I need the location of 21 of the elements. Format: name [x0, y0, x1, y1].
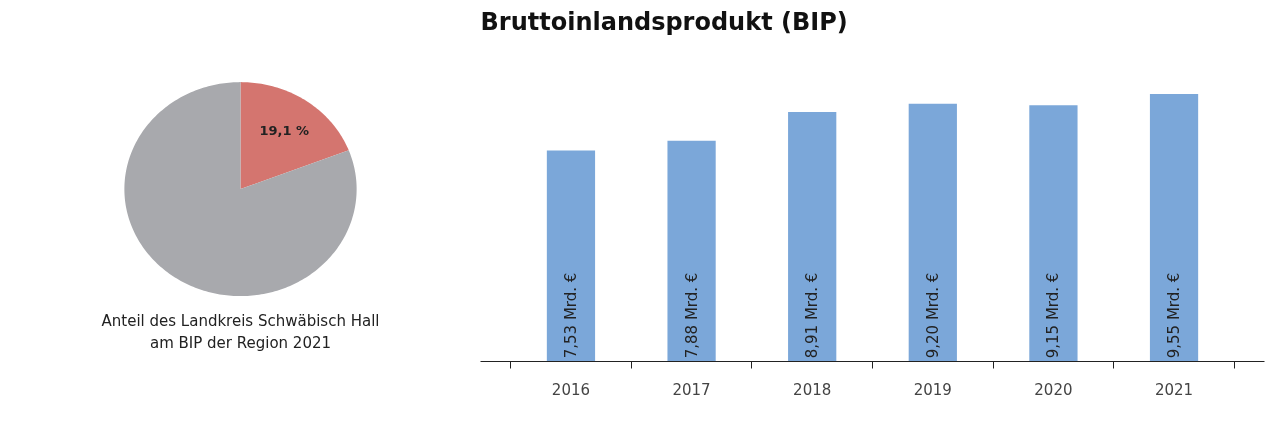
x-tick-label: 2018 [793, 380, 832, 399]
data-label: 9,55 Mrd. € [1165, 272, 1184, 359]
text: Anteil des Landkreis Schwäbisch Hall am BIP der Region 2021 [101, 311, 380, 352]
bar [546, 150, 596, 362]
x-tick-label: 2019 [913, 380, 952, 399]
data-label: 7,53 Mrd. € [561, 272, 580, 359]
bar [667, 140, 716, 362]
data-label: 8,91 Mrd. € [803, 272, 822, 359]
data-label: 19,1 % [259, 122, 310, 138]
bar [1029, 105, 1078, 362]
x-tick-label: 2017 [672, 380, 711, 399]
bar [1149, 94, 1199, 362]
data-label: 9,15 Mrd. € [1044, 272, 1063, 359]
bar [908, 103, 957, 362]
x-tick-label: 2021 [1154, 380, 1194, 399]
chart-title: Bruttoinlandsprodukt (BIP) [480, 7, 848, 36]
data-label: 9,20 Mrd. € [923, 272, 942, 359]
x-tick-label: 2016 [551, 380, 591, 399]
bar [788, 111, 837, 362]
x-tick-label: 2020 [1034, 380, 1073, 399]
data-label: 7,88 Mrd. € [682, 272, 701, 359]
